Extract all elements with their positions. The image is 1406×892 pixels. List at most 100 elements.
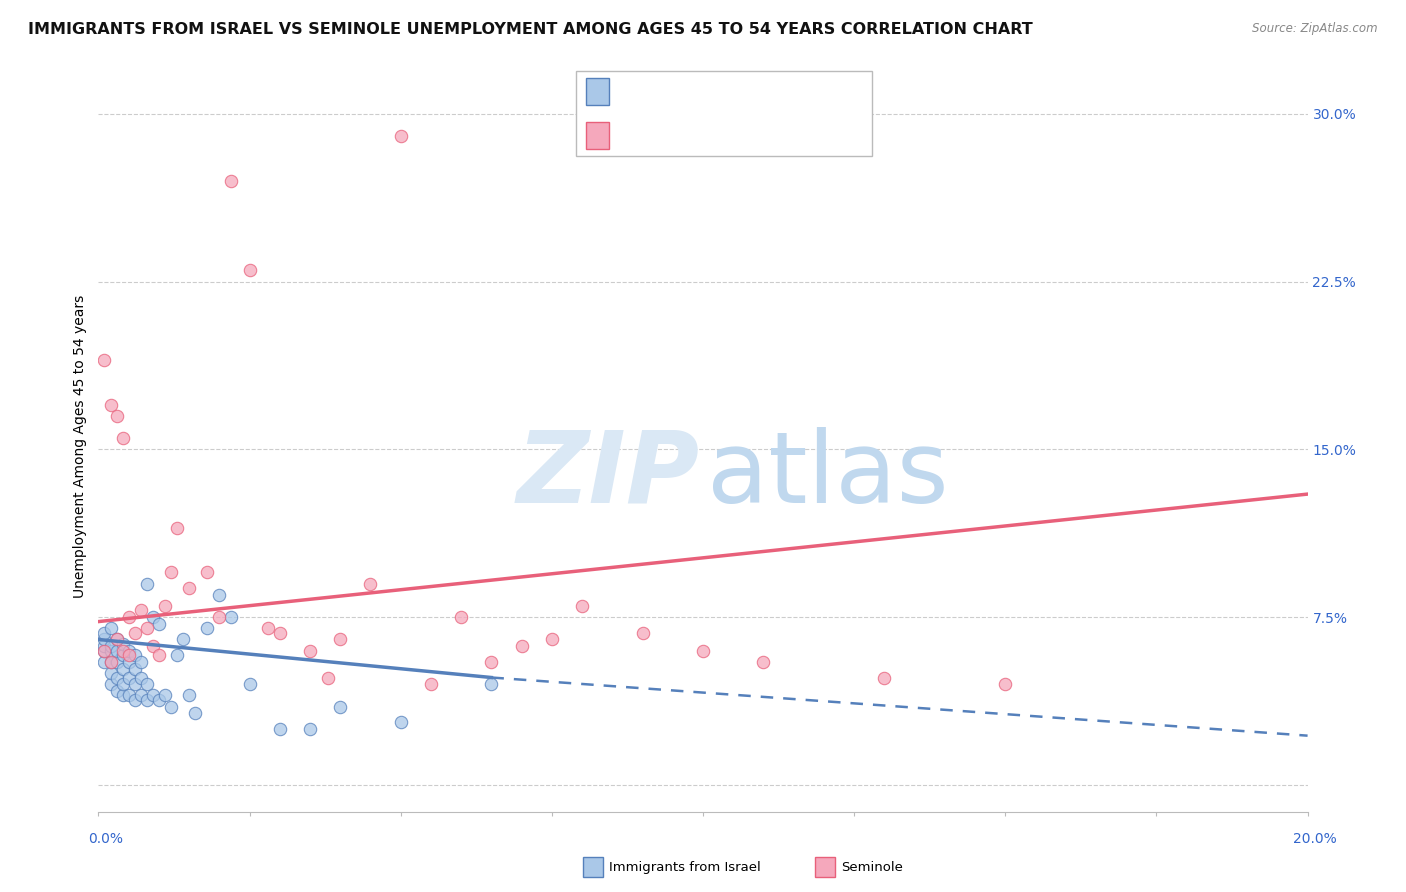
Point bbox=[118, 655, 141, 669]
Point bbox=[172, 632, 194, 647]
Point bbox=[160, 566, 183, 580]
Point bbox=[93, 643, 115, 657]
Point bbox=[450, 610, 472, 624]
Text: N =: N = bbox=[723, 128, 766, 143]
Point bbox=[124, 648, 146, 662]
Point bbox=[184, 706, 207, 721]
Text: N =: N = bbox=[723, 85, 766, 99]
Point bbox=[299, 722, 322, 736]
Point bbox=[360, 576, 382, 591]
Point bbox=[148, 693, 170, 707]
Point bbox=[93, 639, 115, 653]
Point bbox=[129, 671, 152, 685]
Point bbox=[692, 643, 714, 657]
Text: R =: R = bbox=[617, 85, 651, 99]
Point bbox=[105, 409, 128, 423]
Point bbox=[329, 632, 352, 647]
Point bbox=[135, 693, 157, 707]
Point bbox=[420, 677, 443, 691]
Text: Seminole: Seminole bbox=[841, 861, 903, 873]
Point bbox=[179, 689, 201, 703]
Text: 41: 41 bbox=[769, 128, 790, 143]
Point bbox=[118, 671, 141, 685]
Point bbox=[142, 639, 165, 653]
Point bbox=[93, 632, 115, 647]
Point bbox=[93, 655, 115, 669]
Point bbox=[239, 263, 262, 277]
Point bbox=[148, 648, 170, 662]
Text: 20.0%: 20.0% bbox=[1292, 832, 1337, 846]
Point bbox=[299, 643, 322, 657]
Point bbox=[142, 689, 165, 703]
Point bbox=[389, 129, 412, 144]
Point bbox=[148, 616, 170, 631]
Point bbox=[100, 655, 122, 669]
Point bbox=[329, 699, 352, 714]
Point bbox=[111, 431, 134, 445]
Point bbox=[195, 566, 218, 580]
Point bbox=[105, 632, 128, 647]
Point bbox=[873, 671, 896, 685]
Text: Immigrants from Israel: Immigrants from Israel bbox=[609, 861, 761, 873]
Point bbox=[124, 625, 146, 640]
Point bbox=[316, 671, 339, 685]
Point bbox=[111, 689, 134, 703]
Point bbox=[100, 639, 122, 653]
Point bbox=[93, 643, 115, 657]
Point bbox=[111, 637, 134, 651]
Point bbox=[631, 625, 654, 640]
Point bbox=[129, 655, 152, 669]
Point bbox=[118, 648, 141, 662]
Point bbox=[160, 699, 183, 714]
Point bbox=[208, 588, 231, 602]
Text: 0.162: 0.162 bbox=[652, 128, 706, 143]
Y-axis label: Unemployment Among Ages 45 to 54 years: Unemployment Among Ages 45 to 54 years bbox=[73, 294, 87, 598]
Point bbox=[135, 677, 157, 691]
Point bbox=[571, 599, 593, 613]
Point bbox=[540, 632, 562, 647]
Point bbox=[129, 689, 152, 703]
Point bbox=[221, 610, 243, 624]
Point bbox=[118, 610, 141, 624]
Point bbox=[100, 621, 122, 635]
Point bbox=[239, 677, 262, 691]
Point bbox=[135, 621, 157, 635]
Point bbox=[153, 599, 176, 613]
Text: atlas: atlas bbox=[707, 426, 948, 524]
Text: ZIP: ZIP bbox=[516, 426, 699, 524]
Point bbox=[256, 621, 278, 635]
Point bbox=[93, 625, 115, 640]
Text: R =: R = bbox=[617, 128, 651, 143]
Point bbox=[994, 677, 1017, 691]
Point bbox=[100, 643, 122, 657]
Point bbox=[221, 174, 243, 188]
Text: 54: 54 bbox=[769, 85, 790, 99]
Point bbox=[481, 677, 503, 691]
Point bbox=[153, 689, 176, 703]
Point bbox=[129, 603, 152, 617]
Point bbox=[752, 655, 775, 669]
Text: Source: ZipAtlas.com: Source: ZipAtlas.com bbox=[1253, 22, 1378, 36]
Point bbox=[111, 643, 134, 657]
Point bbox=[100, 655, 122, 669]
Point bbox=[269, 625, 291, 640]
Point bbox=[124, 677, 146, 691]
Point bbox=[269, 722, 291, 736]
Point bbox=[510, 639, 533, 653]
Point bbox=[105, 655, 128, 669]
Text: IMMIGRANTS FROM ISRAEL VS SEMINOLE UNEMPLOYMENT AMONG AGES 45 TO 54 YEARS CORREL: IMMIGRANTS FROM ISRAEL VS SEMINOLE UNEMP… bbox=[28, 22, 1033, 37]
Point bbox=[195, 621, 218, 635]
Point bbox=[105, 671, 128, 685]
Point bbox=[142, 610, 165, 624]
Point bbox=[111, 662, 134, 676]
Point bbox=[135, 576, 157, 591]
Point bbox=[124, 662, 146, 676]
Point bbox=[166, 521, 188, 535]
Point bbox=[100, 666, 122, 681]
Point bbox=[118, 643, 141, 657]
Point bbox=[124, 693, 146, 707]
Text: 0.0%: 0.0% bbox=[89, 832, 122, 846]
Point bbox=[179, 581, 201, 595]
Point bbox=[166, 648, 188, 662]
Point bbox=[111, 648, 134, 662]
